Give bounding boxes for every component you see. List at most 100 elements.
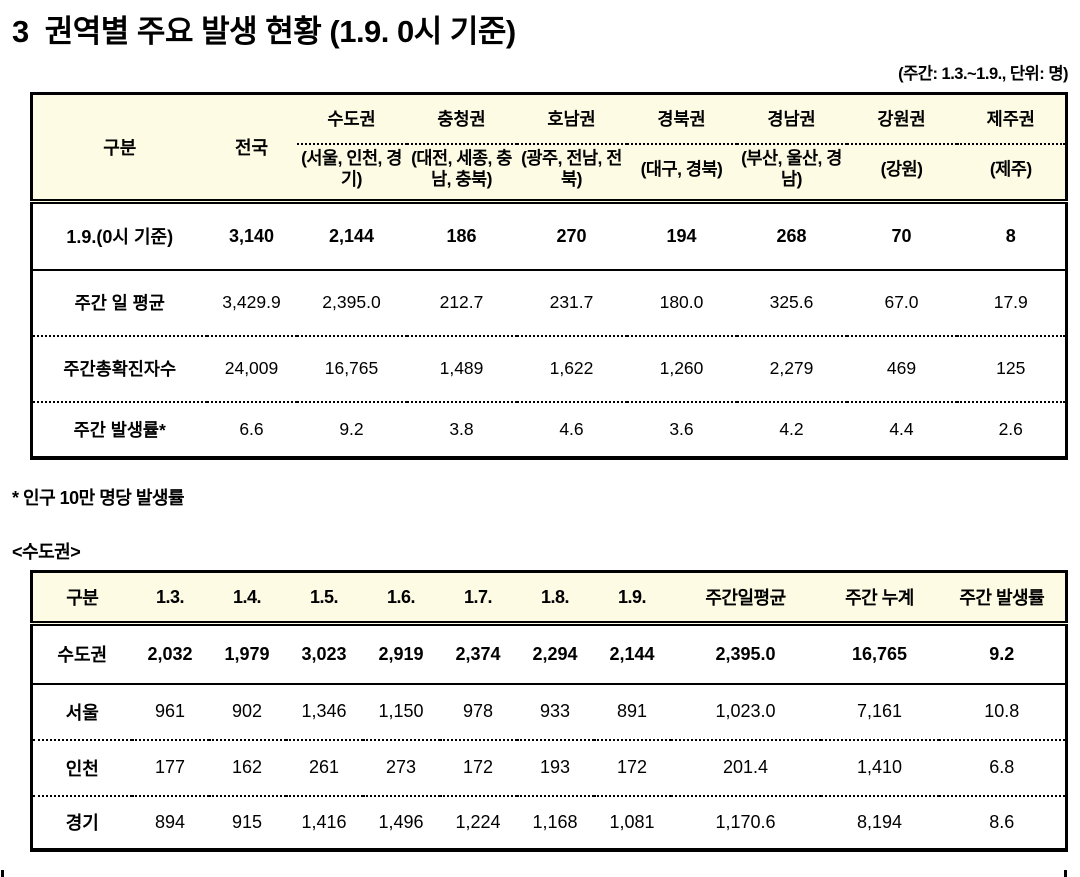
region-sublabel-0: (서울, 인천, 경기) — [296, 143, 407, 204]
table-row: 주간 발생률* 6.6 9.2 3.8 4.6 3.6 4.2 4.4 2.6 — [32, 402, 1067, 458]
data-cell: 9.2 — [339, 418, 364, 439]
column-header-3: 1.5. — [285, 571, 363, 626]
page-title: 3 권역별 주요 발생 현황 (1.9. 0시 기준) — [12, 6, 516, 51]
table-row: 주간 일 평균 3,429.9 2,395.0 212.7 231.7 180.0 325.… — [31, 269, 1067, 337]
data-cell: 961 — [131, 683, 209, 741]
data-cell: 3.8 — [449, 418, 474, 439]
region-sublabel-6: (제주) — [956, 143, 1067, 204]
data-cell: 1,346 — [285, 683, 363, 741]
column-header-7: 1.9. — [593, 571, 671, 626]
data-cell: 8.6 — [989, 811, 1015, 832]
data-cell: 894 — [154, 811, 186, 832]
data-cell: 469 — [846, 335, 957, 403]
data-cell: 17.9 — [956, 269, 1067, 337]
row-label: 1.9.(0시 기준) — [31, 201, 207, 271]
data-cell: 10.8 — [938, 683, 1067, 741]
data-cell: 325.6 — [736, 269, 847, 337]
data-cell: 9.2 — [938, 623, 1067, 685]
data-cell: 1,496 — [378, 811, 424, 832]
data-cell: 915 — [231, 811, 263, 832]
data-cell: 2,279 — [736, 335, 847, 403]
data-cell: 8,194 — [856, 811, 903, 832]
data-cell: 16,765 — [296, 335, 407, 403]
data-cell: 6.6 — [239, 418, 264, 439]
column-header-4: 1.6. — [362, 571, 440, 626]
region-name-1: 충청권 — [406, 93, 517, 145]
data-cell: 2.6 — [998, 418, 1023, 439]
data-cell: 3,023 — [285, 623, 363, 685]
row-label: 서울 — [31, 683, 132, 741]
row-label: 주간 발생률* — [73, 419, 166, 440]
capital-area-body: 수도권 2,032 1,979 3,023 2,919 2,374 2,294 2,144 2,… — [31, 623, 1067, 850]
row-label: 주간총확진자수 — [31, 335, 207, 403]
region-name-0: 수도권 — [296, 93, 407, 145]
column-header-10: 주간 발생률 — [938, 571, 1067, 626]
data-cell: 4.2 — [779, 418, 804, 439]
regional-summary-body: 1.9.(0시 기준) 3,140 2,144 186 270 194 268 70 8 주간 일… — [31, 201, 1067, 458]
table-row: 1.9.(0시 기준) 3,140 2,144 186 270 194 268 70 8 — [31, 201, 1067, 271]
data-cell: 177 — [131, 739, 209, 797]
capital-area-header: 구분 1.3. 1.4. 1.5. 1.6. 1.7. 1.8. 1.9. 주간일평균 주간 누계… — [31, 571, 1067, 626]
data-cell: 231.7 — [516, 269, 627, 337]
data-cell: 1,979 — [208, 623, 286, 685]
data-cell: 6.8 — [938, 739, 1067, 797]
column-header-2: 1.4. — [208, 571, 286, 626]
data-cell: 4.4 — [889, 418, 914, 439]
column-header-8: 주간일평균 — [670, 571, 821, 626]
data-cell: 3,429.9 — [206, 269, 297, 337]
data-cell: 3.6 — [669, 418, 694, 439]
data-cell: 1,489 — [406, 335, 517, 403]
page-title-text: 권역별 주요 발생 현황 (1.9. 0시 기준) — [44, 14, 517, 49]
data-cell: 2,144 — [593, 623, 671, 685]
data-cell: 978 — [439, 683, 517, 741]
data-cell: 7,161 — [820, 683, 939, 741]
data-cell: 2,919 — [362, 623, 440, 685]
data-cell: 1,168 — [532, 811, 578, 832]
row-label: 경기 — [65, 813, 99, 833]
region-sublabel-4: (부산, 울산, 경남) — [736, 143, 847, 204]
region-sublabel-5: (강원) — [846, 143, 957, 204]
data-cell: 2,395.0 — [296, 269, 407, 337]
region-sub-row: (서울, 인천, 경기) (대전, 세종, 충남, 충북) (광주, 전남, 전북)… — [32, 143, 1067, 204]
data-cell: 1,023.0 — [670, 683, 821, 741]
data-cell: 4.6 — [559, 418, 584, 439]
table-row: 주간총확진자수 24,009 16,765 1,489 1,622 1,260 2,279 4… — [31, 335, 1067, 403]
page-title-number: 3 — [12, 14, 29, 49]
data-cell: 1,260 — [626, 335, 737, 403]
data-cell: 2,294 — [516, 623, 594, 685]
next-table-cutoff-right — [1064, 870, 1067, 877]
data-cell: 193 — [516, 739, 594, 797]
column-header-category: 구분 — [31, 93, 207, 204]
data-cell: 180.0 — [626, 269, 737, 337]
data-cell: 1,170.6 — [715, 811, 776, 832]
region-name-2: 호남권 — [516, 93, 627, 145]
unit-note: (주간: 1.3.~1.9., 단위: 명) — [898, 65, 1068, 83]
data-cell: 902 — [208, 683, 286, 741]
capital-area-header-row: 구분 1.3. 1.4. 1.5. 1.6. 1.7. 1.8. 1.9. 주간일평균 주간 누계… — [31, 571, 1067, 626]
data-cell: 8 — [956, 201, 1067, 271]
data-cell: 2,144 — [296, 201, 407, 271]
data-cell: 1,081 — [609, 811, 655, 832]
data-cell: 186 — [406, 201, 517, 271]
data-cell: 1,224 — [455, 811, 501, 832]
region-sublabel-2: (광주, 전남, 전북) — [516, 143, 627, 204]
data-cell: 70 — [846, 201, 957, 271]
column-header-6: 1.8. — [516, 571, 594, 626]
footnote: * 인구 10만 명당 발생률 — [12, 488, 185, 508]
column-header-5: 1.7. — [439, 571, 517, 626]
region-name-6: 제주권 — [956, 93, 1067, 145]
region-name-4: 경남권 — [736, 93, 847, 145]
data-cell: 261 — [285, 739, 363, 797]
column-header-1: 1.3. — [131, 571, 209, 626]
data-cell: 1,150 — [362, 683, 440, 741]
row-label: 주간 일 평균 — [31, 269, 207, 337]
data-cell: 891 — [593, 683, 671, 741]
region-name-5: 강원권 — [846, 93, 957, 145]
region-name-3: 경북권 — [626, 93, 737, 145]
data-cell: 162 — [208, 739, 286, 797]
regional-summary-header: 구분 전국 수도권 충청권 호남권 경북권 경남권 강원권 제주권 (서울, 인천, 경기)… — [31, 93, 1067, 204]
data-cell: 16,765 — [820, 623, 939, 685]
column-header-national: 전국 — [206, 93, 297, 204]
region-sublabel-3: (대구, 경북) — [626, 143, 737, 204]
column-header-9: 주간 누계 — [820, 571, 939, 626]
